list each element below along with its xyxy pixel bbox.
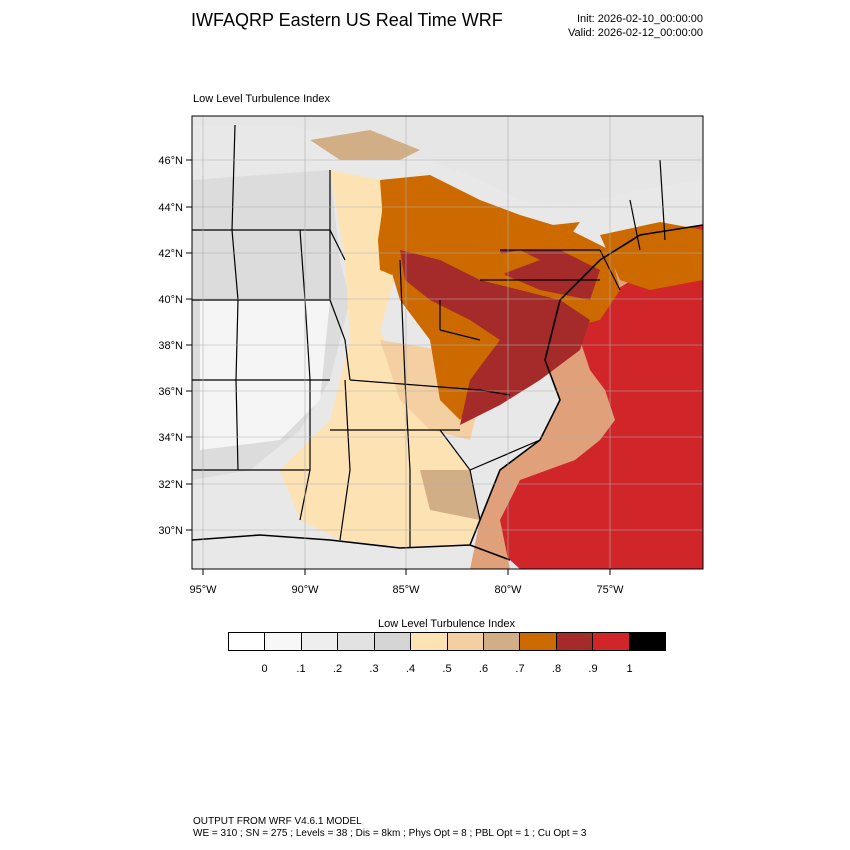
colorbar-tick-label: .1 bbox=[296, 663, 306, 675]
colorbar-tick-label: .8 bbox=[551, 663, 562, 675]
new-england-orange bbox=[600, 222, 703, 290]
lon-label: 85°W bbox=[392, 584, 420, 596]
panel-title: Low Level Turbulence Index bbox=[193, 93, 330, 105]
colorbar-swatch bbox=[629, 633, 666, 650]
brown-region bbox=[420, 470, 480, 520]
colorbar-tick-label: .2 bbox=[332, 663, 343, 675]
colorbar-tick-label: .6 bbox=[478, 663, 489, 675]
colorbar-swatch bbox=[483, 633, 521, 650]
lake-michigan bbox=[378, 200, 400, 275]
coastal-water bbox=[470, 230, 703, 569]
colorbar-swatch bbox=[374, 633, 412, 650]
lat-label: 36°N bbox=[158, 386, 183, 398]
footer-config-line: WE = 310 ; SN = 275 ; Levels = 38 ; Dis … bbox=[193, 828, 587, 839]
lat-label: 34°N bbox=[158, 432, 183, 444]
coastline bbox=[192, 224, 703, 561]
lat-labels: 46°N 44°N 42°N 40°N 38°N 36°N 34°N 32°N … bbox=[158, 155, 183, 537]
colorbar-tick-label: .5 bbox=[442, 663, 452, 675]
colorbar-swatch bbox=[301, 633, 339, 650]
colorbar-swatch bbox=[520, 633, 557, 650]
lat-label: 44°N bbox=[158, 202, 183, 214]
colorbar bbox=[228, 632, 666, 651]
valid-time: Valid: 2026-02-12_00:00:00 bbox=[568, 27, 703, 39]
state-boundaries bbox=[192, 124, 666, 548]
lat-label: 30°N bbox=[158, 525, 183, 537]
lat-label: 42°N bbox=[158, 248, 183, 260]
lat-ticks bbox=[186, 159, 192, 531]
chart-title: IWFAQRP Eastern US Real Time WRF bbox=[191, 10, 503, 30]
colorbar-tick-label: .7 bbox=[515, 663, 525, 675]
lake-erie bbox=[470, 250, 540, 275]
colorbar-swatch bbox=[229, 633, 266, 650]
map-frame bbox=[191, 115, 704, 570]
colorbar-swatch bbox=[411, 633, 448, 650]
colorbar-tick-label: 0 bbox=[261, 663, 268, 675]
plains-light-region bbox=[200, 300, 330, 450]
lake-superior bbox=[310, 130, 420, 160]
map-field bbox=[192, 116, 703, 569]
lat-label: 40°N bbox=[158, 294, 183, 306]
lon-label: 80°W bbox=[494, 584, 522, 596]
lake-huron bbox=[420, 190, 480, 240]
lon-labels: 95°W 90°W 85°W 80°W 75°W bbox=[189, 584, 624, 596]
colorbar-swatch bbox=[447, 633, 484, 650]
colorbar-tick-label: 1 bbox=[626, 663, 633, 675]
colorbar-swatch bbox=[338, 633, 375, 650]
colorbar-title: Low Level Turbulence Index bbox=[378, 618, 515, 630]
init-time: Init: 2026-02-10_00:00:00 bbox=[577, 13, 703, 25]
tan-region bbox=[280, 170, 480, 548]
lon-label: 75°W bbox=[596, 584, 624, 596]
footer-model-line: OUTPUT FROM WRF V4.6.1 MODEL bbox=[193, 816, 362, 827]
lat-label: 46°N bbox=[158, 155, 183, 167]
canada-region bbox=[192, 116, 703, 205]
graticule bbox=[192, 116, 703, 569]
lon-label: 95°W bbox=[189, 584, 217, 596]
lat-label: 32°N bbox=[158, 479, 183, 491]
colorbar-swatch bbox=[593, 633, 630, 650]
colorbar-tick-label: .4 bbox=[405, 663, 416, 675]
lat-label: 38°N bbox=[158, 340, 183, 352]
colorbar-tick-label: .3 bbox=[369, 663, 379, 675]
lon-ticks bbox=[202, 569, 611, 575]
dark-red-region bbox=[400, 250, 590, 425]
lake-ontario bbox=[525, 222, 580, 238]
colorbar-swatch bbox=[556, 633, 594, 650]
colorbar-swatch bbox=[265, 633, 302, 650]
lon-label: 90°W bbox=[291, 584, 319, 596]
colorbar-tick-label: .9 bbox=[588, 663, 598, 675]
